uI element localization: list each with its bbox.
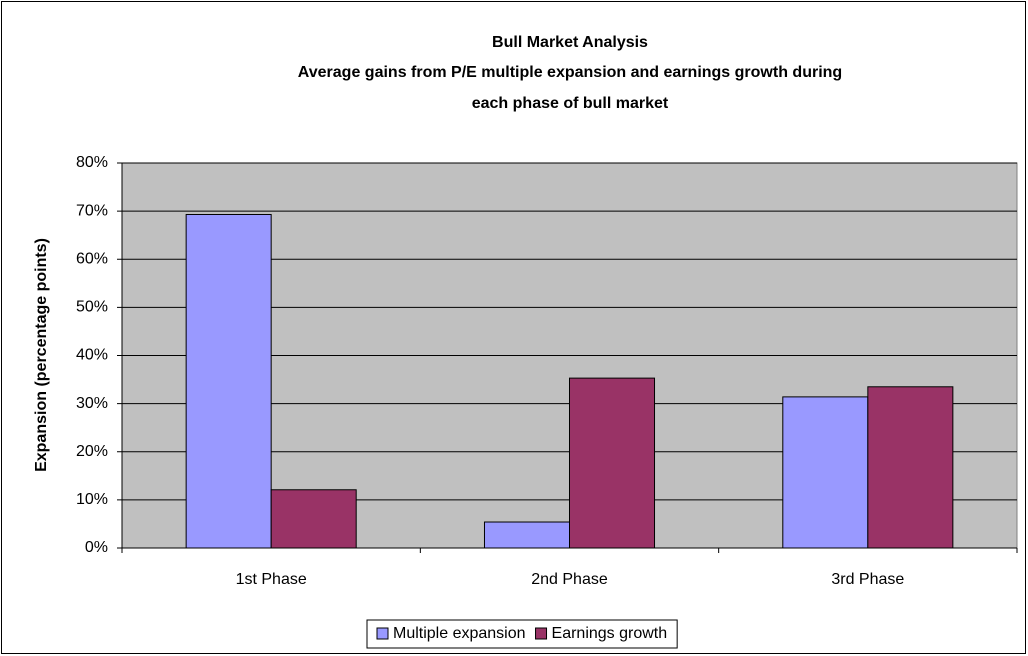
x-tick-label: 2nd Phase (531, 571, 608, 588)
legend (366, 619, 678, 649)
y-tick-label: 20% (76, 443, 108, 460)
bar (185, 213, 272, 549)
legend-swatch (376, 627, 389, 640)
bar (782, 396, 869, 549)
legend-swatch (535, 627, 548, 640)
bar (270, 489, 357, 549)
y-tick-label: 80% (76, 154, 108, 171)
y-tick-label: 60% (76, 250, 108, 267)
y-tick-label: 40% (76, 347, 108, 364)
legend-label: Multiple expansion (393, 625, 526, 642)
y-axis-label: Expansion (percentage points) (33, 238, 50, 472)
y-tick-label: 30% (76, 395, 108, 412)
y-tick-label: 0% (85, 539, 108, 556)
y-tick-label: 70% (76, 202, 108, 219)
chart-title: Bull Market Analysis (492, 34, 648, 51)
bar (569, 377, 656, 549)
x-tick-label: 1st Phase (236, 571, 307, 588)
bar (867, 386, 954, 549)
chart-subtitle: each phase of bull market (472, 95, 669, 112)
legend-label: Earnings growth (552, 625, 668, 642)
x-tick-label: 3rd Phase (831, 571, 904, 588)
y-tick-label: 10% (76, 491, 108, 508)
bar (483, 521, 571, 549)
chart-subtitle: Average gains from P/E multiple expansio… (298, 64, 842, 81)
y-tick-label: 50% (76, 299, 108, 316)
